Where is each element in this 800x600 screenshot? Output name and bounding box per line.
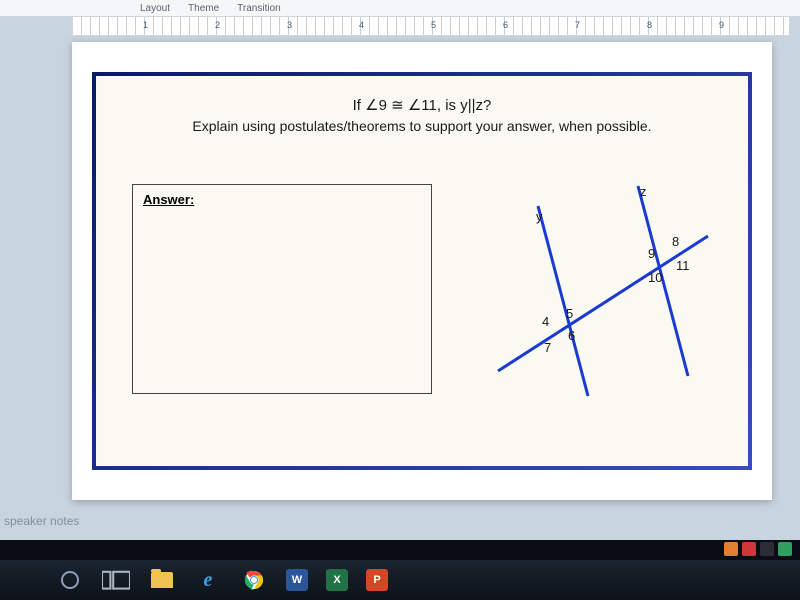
label-5: 5 [566,306,573,321]
ruler-mark: 1 [143,20,148,30]
transversal [498,236,708,371]
task-view-icon[interactable] [102,566,130,594]
label-6: 6 [568,328,575,343]
ruler-mark: 2 [215,20,220,30]
ruler-mark: 7 [575,20,580,30]
question-subtext: Explain using postulates/theorems to sup… [124,118,720,134]
q-suffix: , is y||z? [437,97,491,114]
cortana-icon[interactable] [56,566,84,594]
ruler-mark: 6 [503,20,508,30]
system-tray[interactable] [724,542,792,556]
label-11: 11 [676,258,690,273]
q-angle2: ∠11 [408,97,437,114]
line-y [538,206,588,396]
q-angle1: ∠9 [365,97,387,114]
horizontal-ruler: 1 2 3 4 5 6 7 8 9 [72,16,790,36]
internet-explorer-icon[interactable]: e [194,566,222,594]
question-text: If ∠9 ≅ ∠11, is y||z? [124,96,720,114]
answer-box[interactable]: Answer: [132,184,432,394]
tray-icon[interactable] [724,542,738,556]
ruler-mark: 8 [647,20,652,30]
label-8: 8 [672,234,679,249]
tray-icon[interactable] [742,542,756,556]
speaker-notes-label[interactable]: speaker notes [0,508,120,534]
app-menu-bar: Layout Theme Transition [0,0,800,16]
ruler-mark: 3 [287,20,292,30]
slide-frame: If ∠9 ≅ ∠11, is y||z? Explain using post… [92,72,752,470]
label-z: z [640,184,647,199]
menu-theme[interactable]: Theme [188,3,219,14]
answer-label: Answer: [143,192,194,207]
excel-icon[interactable]: X [326,569,348,591]
taskbar[interactable]: e W X P [0,560,800,600]
menu-transition[interactable]: Transition [237,3,281,14]
q-prefix: If [353,97,366,114]
file-explorer-icon[interactable] [148,566,176,594]
slide-canvas[interactable]: If ∠9 ≅ ∠11, is y||z? Explain using post… [72,42,772,500]
tray-icon[interactable] [760,542,774,556]
label-10: 10 [648,270,662,285]
menu-layout[interactable]: Layout [140,3,170,14]
label-7: 7 [544,340,551,355]
q-congruent: ≅ [387,97,408,114]
label-4: 4 [542,314,549,329]
ruler-mark: 4 [359,20,364,30]
geometry-diagram: y z 4 5 6 7 8 9 11 10 [478,176,718,406]
label-9: 9 [648,246,655,261]
line-z [638,186,688,376]
label-y: y [536,209,543,224]
word-icon[interactable]: W [286,569,308,591]
ruler-mark: 5 [431,20,436,30]
ruler-mark: 9 [719,20,724,30]
tray-icon[interactable] [778,542,792,556]
powerpoint-icon[interactable]: P [366,569,388,591]
chrome-icon[interactable] [240,566,268,594]
